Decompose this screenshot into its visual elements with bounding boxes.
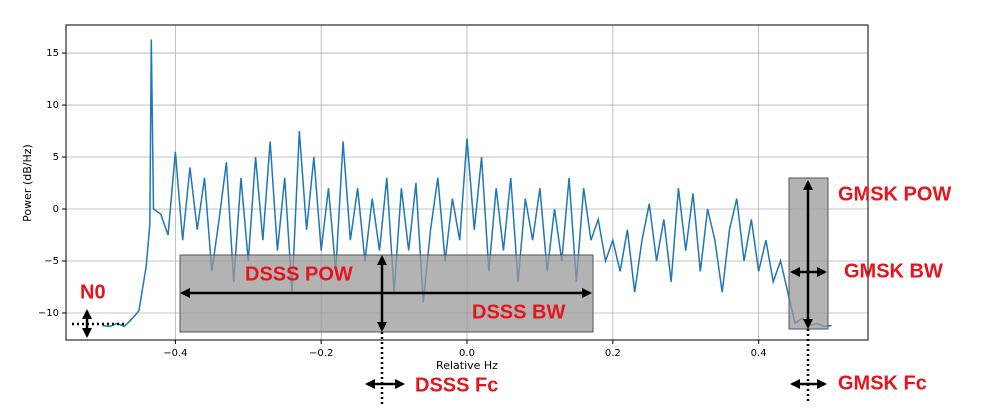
annotation: DSSS POW <box>245 263 353 285</box>
y-tick-label: 0 <box>53 204 59 215</box>
annotation: DSSS BW <box>472 301 565 323</box>
x-tick-label: −0.4 <box>163 348 187 359</box>
plot-area: −0.4 −0.2 0.0 0.2 0.4 −10 −5 0 5 10 15 <box>38 24 869 359</box>
y-tick-label: −10 <box>38 308 59 319</box>
annotation: N0 <box>80 281 106 303</box>
annotation: GMSK BW <box>844 260 943 282</box>
x-tick-label: 0.2 <box>605 348 621 359</box>
y-tick-label: 15 <box>46 48 59 59</box>
y-tick-label: −5 <box>44 256 59 267</box>
y-tick-label: 10 <box>46 100 59 111</box>
annotations: N0 DSSS POW DSSS BW DSSS Fc GMSK POW GMS… <box>72 177 951 404</box>
x-tick-label: −0.2 <box>309 348 333 359</box>
x-axis-label: Relative Hz <box>436 359 498 372</box>
y-tick-label: 5 <box>53 152 59 163</box>
y-axis-label: Power (dB/Hz) <box>21 144 34 222</box>
axes-frame <box>65 24 869 341</box>
annotation: GMSK Fc <box>838 372 927 394</box>
x-tick-label: 0.0 <box>459 348 475 359</box>
x-tick-label: 0.4 <box>751 348 767 359</box>
annotation: GMSK POW <box>838 183 951 205</box>
annotation: DSSS Fc <box>415 374 498 396</box>
